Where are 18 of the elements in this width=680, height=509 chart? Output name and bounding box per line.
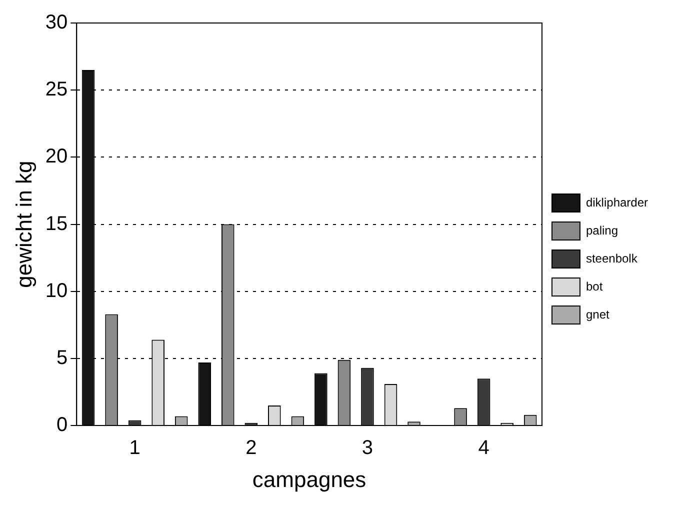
y-tick-label: 5: [56, 347, 68, 370]
legend-label: gnet: [586, 307, 610, 322]
y-axis-title: gewicht in kg: [11, 160, 36, 288]
y-tick-label: 25: [45, 78, 68, 101]
legend-label: bot: [586, 279, 604, 294]
x-tick-label: 2: [246, 437, 257, 460]
x-tick-label: 1: [129, 437, 140, 460]
y-tick-label: 0: [56, 414, 68, 436]
x-tick-label: 4: [478, 437, 490, 460]
y-tick-label: 15: [45, 212, 68, 235]
legend-label: paling: [586, 223, 618, 238]
legend-label: diklipharder: [586, 195, 648, 210]
y-tick-label: 20: [45, 146, 68, 168]
y-tick-label: 30: [45, 12, 68, 34]
y-tick-label: 10: [45, 280, 68, 302]
legend-label: steenbolk: [586, 251, 638, 266]
x-axis-title: campagnes: [252, 466, 366, 492]
x-tick-label: 3: [362, 437, 374, 460]
